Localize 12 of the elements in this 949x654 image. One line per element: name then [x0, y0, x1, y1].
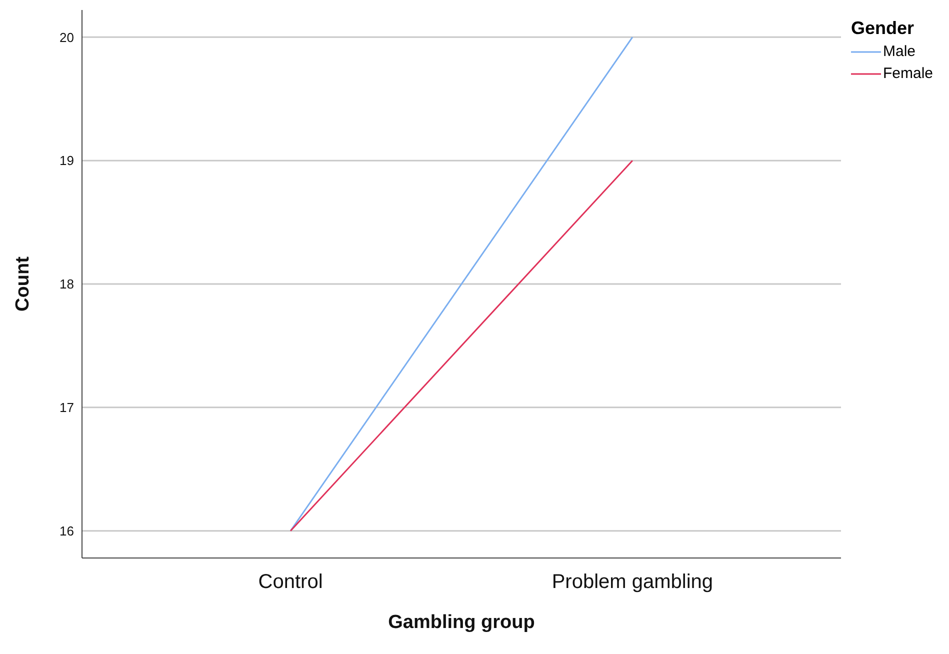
x-tick-label: Control	[258, 571, 323, 594]
y-tick-label: 18	[60, 276, 74, 292]
y-axis-title: Count	[12, 256, 34, 312]
legend-title: Gender	[851, 18, 916, 39]
x-axis-title: Gambling group	[388, 612, 535, 633]
legend-label: Female	[883, 64, 934, 84]
legend-label: Male	[883, 42, 916, 62]
x-tick-label: Problem gambling	[552, 571, 714, 594]
y-tick-label: 16	[60, 523, 74, 538]
y-tick-label: 19	[60, 153, 74, 168]
y-tick-label: 17	[60, 400, 74, 416]
y-tick-label: 20	[60, 30, 74, 45]
